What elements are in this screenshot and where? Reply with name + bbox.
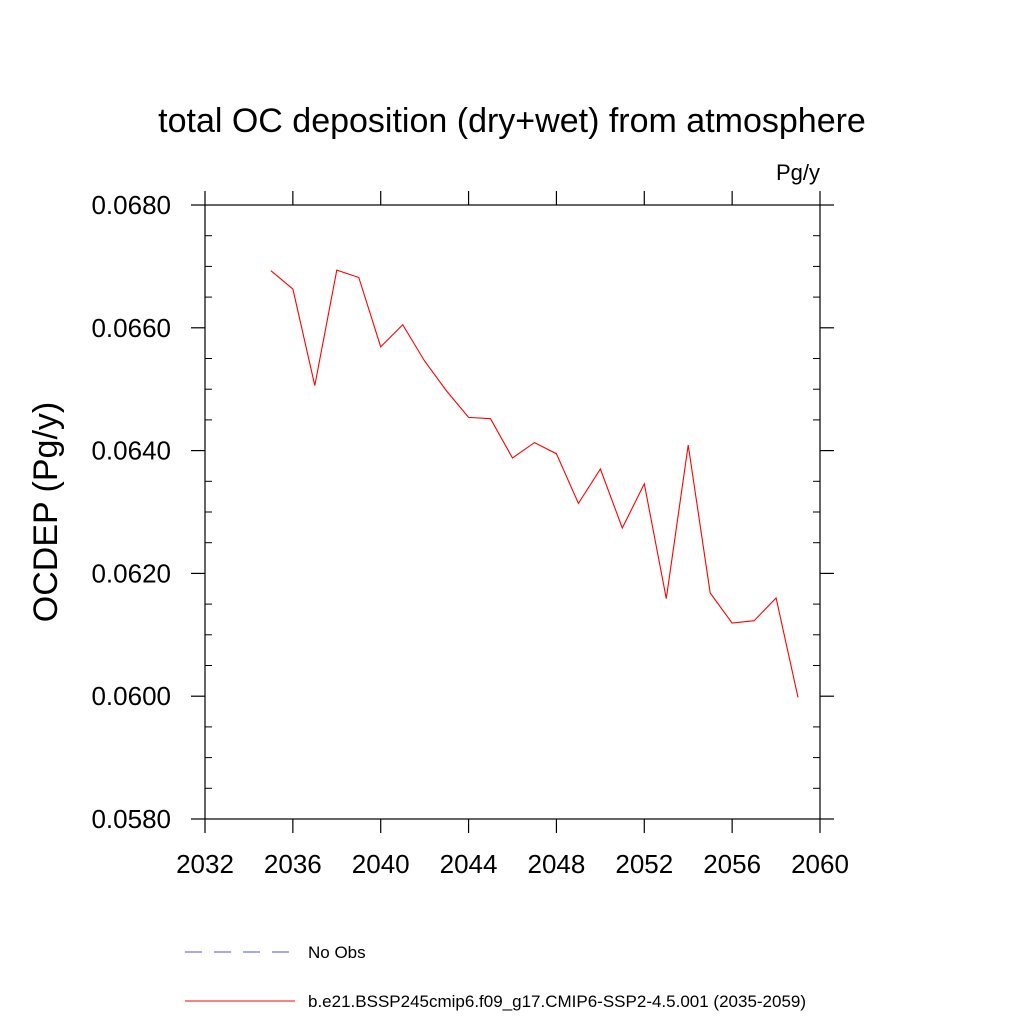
legend: No Obs b.e21.BSSP245cmip6.f09_g17.CMIP6-S…: [185, 943, 806, 1011]
units-label: Pg/y: [776, 160, 820, 185]
y-tick-label: 0.0680: [91, 190, 171, 220]
axis-ticks: [191, 191, 834, 833]
y-axis-label: OCDEP (Pg/y): [27, 402, 65, 622]
data-lines: [270, 269, 799, 698]
x-tick-label: 2040: [352, 849, 410, 879]
axis-tick-labels: 2032 2036 2040 2044 2048 2052 2056 2060 0.0580 0.…: [91, 190, 848, 879]
x-tick-label: 2056: [703, 849, 761, 879]
legend-label: b.e21.BSSP245cmip6.f09_g17.CMIP6-SSP2-4.…: [308, 992, 806, 1011]
legend-label: No Obs: [308, 943, 366, 962]
x-tick-label: 2032: [176, 849, 234, 879]
series-line: [270, 269, 799, 698]
x-tick-label: 2052: [615, 849, 673, 879]
plot-frame: [204, 204, 821, 820]
y-tick-label: 0.0660: [91, 313, 171, 343]
x-tick-label: 2048: [528, 849, 586, 879]
chart-title: total OC deposition (dry+wet) from atmos…: [158, 102, 866, 140]
y-tick-label: 0.0640: [91, 436, 171, 466]
y-tick-label: 0.0600: [91, 681, 171, 711]
x-tick-label: 2036: [264, 849, 322, 879]
x-tick-label: 2044: [440, 849, 498, 879]
y-tick-label: 0.0580: [91, 804, 171, 834]
x-tick-label: 2060: [791, 849, 849, 879]
y-tick-label: 0.0620: [91, 558, 171, 588]
